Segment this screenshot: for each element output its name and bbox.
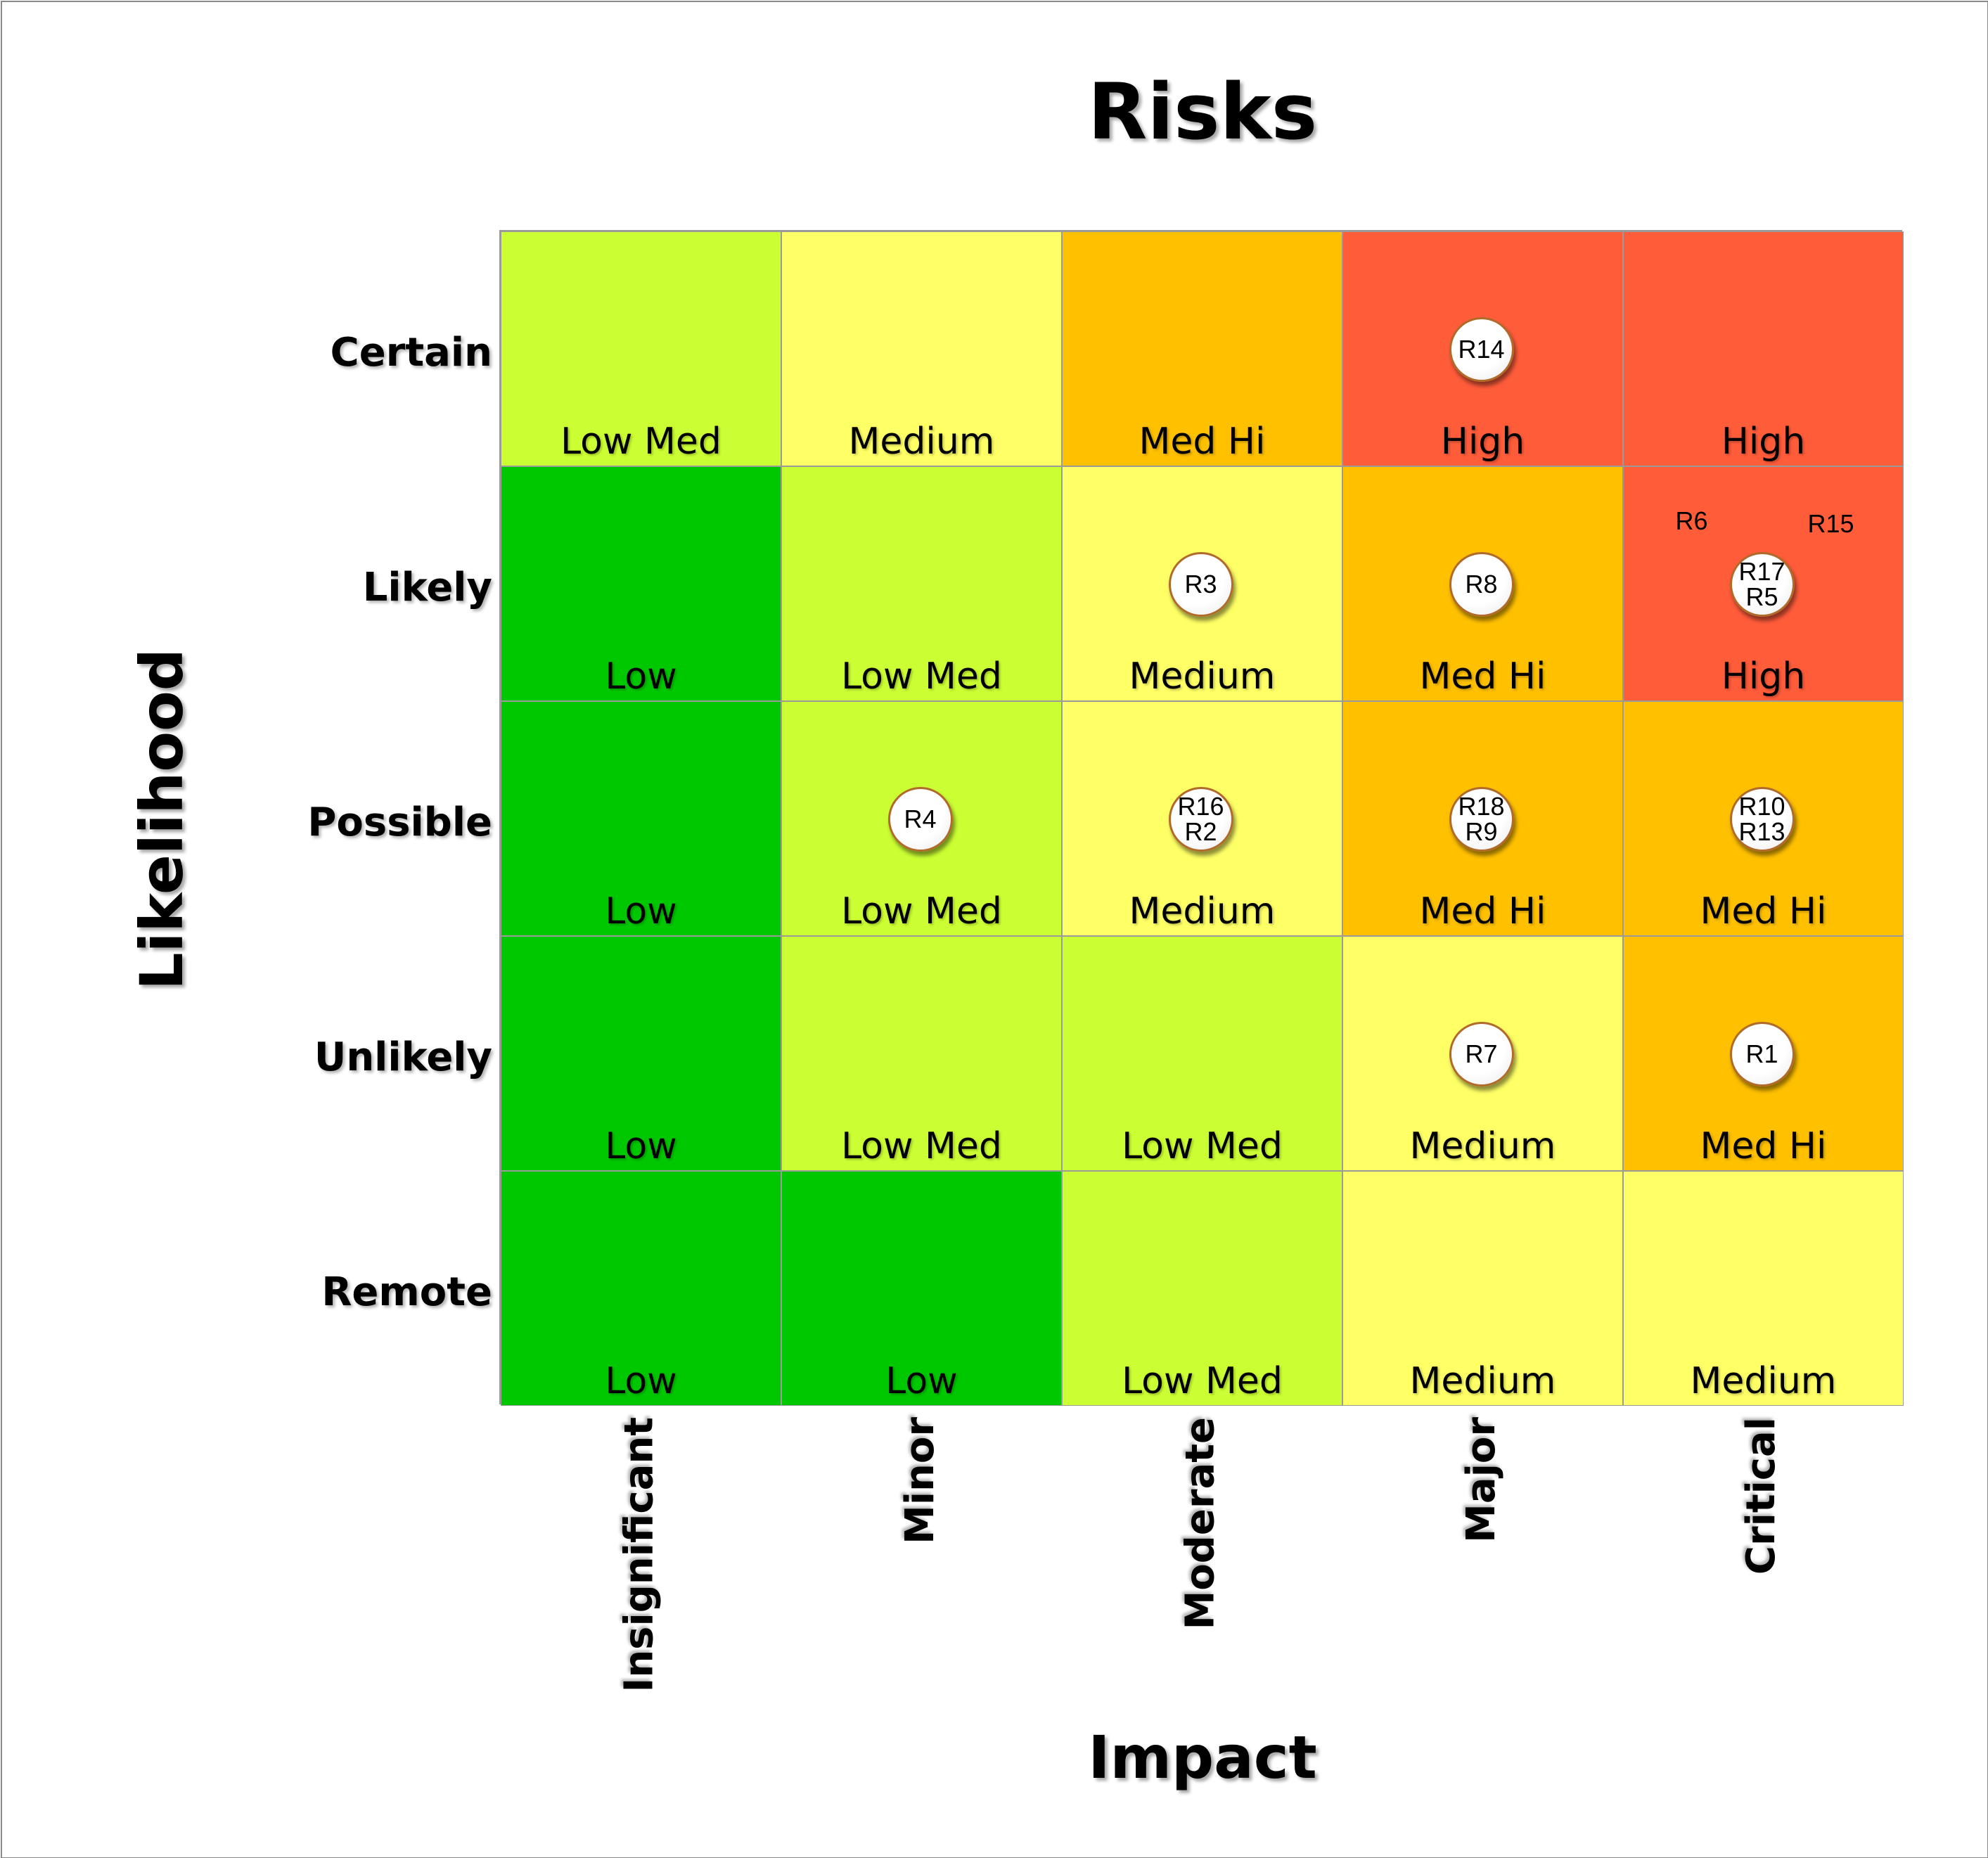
risk-id-label: R8 <box>1465 570 1498 598</box>
risk-marker-r17-r5[interactable]: R17 R5 <box>1729 552 1795 617</box>
risk-id-label: R14 <box>1458 335 1505 364</box>
cell-risk-level: Medium <box>1129 655 1276 698</box>
risk-heatmap-grid: Low Med Medium Med Hi High High Low Low Med Med… <box>499 230 1904 1406</box>
cell-risk-level: Medium <box>848 421 995 463</box>
risk-marker-r8[interactable]: R8 <box>1449 552 1514 617</box>
risk-marker-r16-r2[interactable]: R16 R2 <box>1168 787 1233 852</box>
x-axis-label: Impact <box>1088 1723 1317 1792</box>
matrix-cell-remote-insignificant: Low <box>501 1171 781 1406</box>
risk-label-r15: R15 <box>1807 509 1854 538</box>
risk-id-label: R2 <box>1184 817 1217 846</box>
risk-id-label: R9 <box>1465 817 1498 846</box>
cell-risk-level: Low Med <box>1122 1360 1283 1402</box>
risk-id-label: R16 <box>1177 792 1224 821</box>
matrix-cell-remote-critical: Medium <box>1623 1171 1904 1406</box>
risk-marker-r14[interactable]: R14 <box>1449 317 1514 382</box>
matrix-cell-possible-insignificant: Low <box>501 701 781 936</box>
matrix-cell-certain-insignificant: Low Med <box>501 231 781 466</box>
cell-risk-level: Low <box>605 1125 677 1167</box>
matrix-cell-unlikely-insignificant: Low <box>501 936 781 1171</box>
risk-marker-r4[interactable]: R4 <box>887 787 953 852</box>
likelihood-label-remote: Remote <box>321 1269 492 1315</box>
cell-risk-level: Med Hi <box>1139 421 1266 463</box>
matrix-cell-remote-moderate: Low Med <box>1062 1171 1342 1406</box>
matrix-cell-remote-major: Medium <box>1342 1171 1623 1406</box>
cell-risk-level: Medium <box>1409 1360 1556 1402</box>
risk-id-label: R17 <box>1738 557 1785 586</box>
impact-label-critical: Critical <box>1738 1417 1785 1575</box>
impact-label-minor: Minor <box>897 1417 943 1544</box>
cell-risk-level: Med Hi <box>1700 1125 1827 1167</box>
risk-id-label: R1 <box>1745 1039 1778 1068</box>
cell-risk-level: Low Med <box>841 655 1002 698</box>
cell-risk-level: Low <box>605 1360 677 1402</box>
risk-id-label: R10 <box>1738 792 1785 821</box>
cell-risk-level: Medium <box>1409 1125 1556 1167</box>
cell-risk-level: High <box>1440 421 1525 463</box>
cell-risk-level: Medium <box>1129 890 1276 933</box>
matrix-cell-certain-critical: High <box>1623 231 1904 466</box>
cell-risk-level: Low Med <box>841 1125 1002 1167</box>
cell-risk-level: Low Med <box>560 421 722 463</box>
matrix-cell-unlikely-moderate: Low Med <box>1062 936 1342 1171</box>
likelihood-label-unlikely: Unlikely <box>314 1034 492 1080</box>
risk-marker-r3[interactable]: R3 <box>1168 552 1233 617</box>
cell-risk-level: Low <box>605 890 677 933</box>
risk-id-label: R13 <box>1738 817 1785 846</box>
cell-risk-level: Low <box>885 1360 958 1402</box>
risk-marker-r1[interactable]: R1 <box>1729 1022 1795 1087</box>
chart-title: Risks <box>1087 67 1318 157</box>
matrix-cell-remote-minor: Low <box>781 1171 1062 1406</box>
risk-label-r6: R6 <box>1675 506 1708 535</box>
risk-marker-r18-r9[interactable]: R18 R9 <box>1449 787 1514 852</box>
risk-marker-r7[interactable]: R7 <box>1449 1022 1514 1087</box>
impact-label-moderate: Moderate <box>1177 1417 1224 1630</box>
risk-id-label: R3 <box>1184 570 1217 598</box>
cell-risk-level: High <box>1721 421 1806 463</box>
likelihood-label-certain: Certain <box>330 330 492 376</box>
likelihood-label-likely: Likely <box>362 565 492 610</box>
cell-risk-level: Low Med <box>1122 1125 1283 1167</box>
cell-risk-level: High <box>1721 655 1806 698</box>
cell-risk-level: Med Hi <box>1419 655 1546 698</box>
matrix-cell-likely-insignificant: Low <box>501 466 781 701</box>
cell-risk-level: Low Med <box>841 890 1002 933</box>
matrix-cell-likely-moderate: Medium <box>1062 466 1342 701</box>
risk-marker-r10-r13[interactable]: R10 R13 <box>1729 787 1795 852</box>
matrix-cell-possible-minor: Low Med <box>781 701 1062 936</box>
cell-risk-level: Medium <box>1690 1360 1837 1402</box>
matrix-cell-unlikely-minor: Low Med <box>781 936 1062 1171</box>
matrix-cell-certain-minor: Medium <box>781 231 1062 466</box>
cell-risk-level: Med Hi <box>1700 890 1827 933</box>
cell-risk-level: Low <box>605 655 677 698</box>
risk-id-label: R7 <box>1465 1039 1498 1068</box>
y-axis-label: Likelihood <box>127 648 196 990</box>
cell-risk-level: Med Hi <box>1419 890 1546 933</box>
matrix-cell-likely-minor: Low Med <box>781 466 1062 701</box>
risk-id-label: R18 <box>1458 792 1505 821</box>
risk-id-label: R4 <box>904 805 937 833</box>
risk-id-label: R5 <box>1745 582 1778 611</box>
impact-label-insignificant: Insignificant <box>616 1417 662 1693</box>
likelihood-label-possible: Possible <box>307 800 492 845</box>
matrix-cell-certain-moderate: Med Hi <box>1062 231 1342 466</box>
impact-label-major: Major <box>1458 1417 1504 1543</box>
